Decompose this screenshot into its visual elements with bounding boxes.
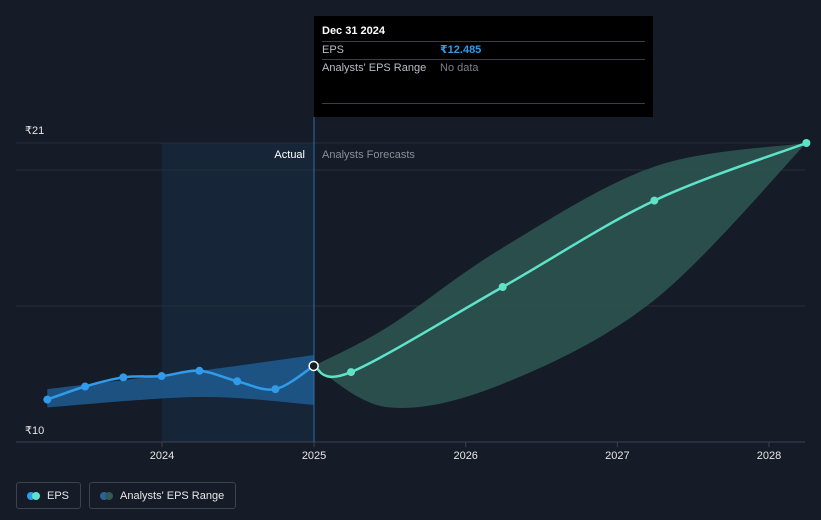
forecast-eps-point (498, 283, 507, 291)
forecast-eps-point (650, 196, 659, 205)
forecast-eps-range-band (313, 143, 807, 409)
y-tick-label-max: ₹21 (25, 125, 44, 137)
actual-eps-point (271, 385, 280, 394)
forecast-eps-point (347, 368, 356, 377)
actual-eps-point (81, 382, 90, 391)
tooltip-eps-row: EPS ₹12.485 (322, 41, 645, 59)
tooltip-date: Dec 31 2024 (322, 25, 385, 37)
actual-eps-point (233, 377, 242, 386)
gridlines (16, 142, 805, 443)
tooltip-divider (322, 103, 645, 104)
actual-region-label: Actual (274, 149, 305, 161)
eps-swatch-icon (27, 491, 40, 500)
eps-range-bands (47, 143, 807, 409)
actual-eps-point (195, 366, 204, 375)
actual-eps-point (157, 372, 166, 381)
actual-eps-point (43, 395, 52, 404)
tooltip-eps-label: EPS (322, 44, 345, 56)
tooltip-eps-value: ₹12.485 (440, 44, 482, 56)
eps-point-highlighted (308, 360, 319, 372)
forecast-eps-point (802, 139, 811, 147)
legend-eps-label: EPS (47, 489, 70, 502)
axes: ₹21 ₹10 2024 2025 2026 2027 2028 (25, 125, 781, 462)
range-swatch-icon (100, 491, 114, 500)
x-tick-label: 2028 (757, 450, 781, 462)
tooltip-range-row: Analysts' EPS Range No data (322, 59, 645, 77)
legend-range-label: Analysts' EPS Range (120, 489, 225, 502)
x-tick-label: 2025 (302, 450, 326, 462)
legend-eps-range[interactable]: Analysts' EPS Range (89, 482, 237, 509)
tooltip-range-label: Analysts' EPS Range (322, 62, 427, 74)
forecast-region-label: Analysts Forecasts (322, 149, 415, 161)
y-tick-label-min: ₹10 (25, 425, 44, 437)
x-tick-label: 2026 (453, 450, 477, 462)
x-tick-label: 2027 (605, 450, 629, 462)
legend: EPS Analysts' EPS Range (16, 482, 237, 509)
tooltip-range-value: No data (440, 62, 479, 74)
legend-eps[interactable]: EPS (16, 482, 82, 509)
actual-eps-point (119, 373, 128, 382)
x-tick-label: 2024 (150, 450, 174, 462)
tooltip: Dec 31 2024 EPS ₹12.485 Analysts' EPS Ra… (314, 16, 653, 117)
eps-points (43, 139, 811, 404)
actual-eps-range-band (47, 355, 314, 408)
